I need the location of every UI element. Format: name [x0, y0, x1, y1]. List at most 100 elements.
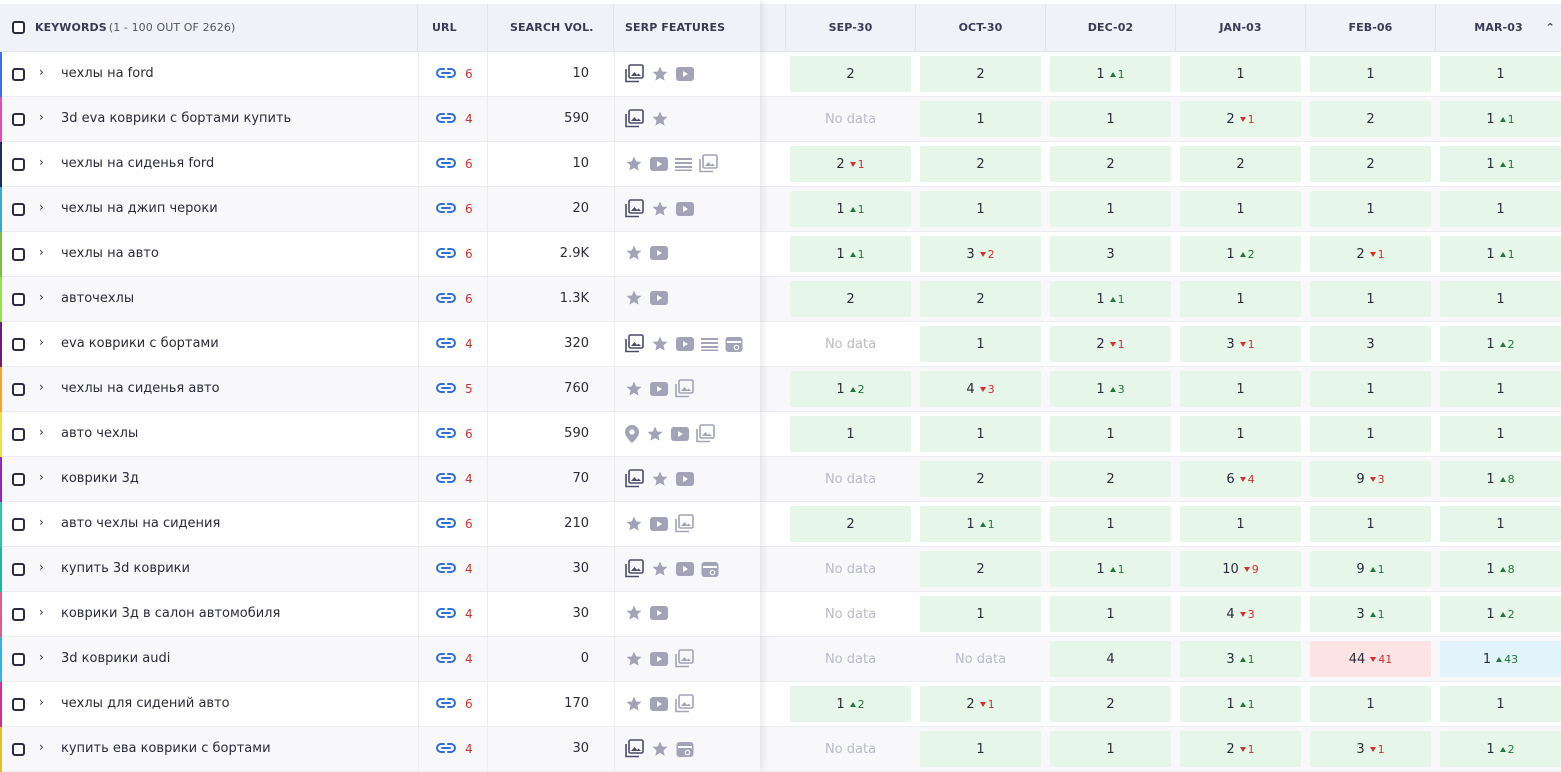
expand-chevron-icon[interactable]: ›: [39, 425, 44, 439]
rank-cell[interactable]: 2: [920, 56, 1041, 92]
rank-cell[interactable]: 1: [790, 416, 911, 452]
url-count[interactable]: 6: [465, 67, 473, 81]
link-icon[interactable]: [436, 696, 456, 710]
video-icon[interactable]: [676, 201, 694, 216]
url-count[interactable]: 6: [465, 517, 473, 531]
link-icon[interactable]: [436, 516, 456, 530]
volume-header[interactable]: SEARCH VOL.: [488, 4, 614, 51]
table-row[interactable]: › авто чехлы на сидения 6 210: [0, 502, 760, 547]
link-icon[interactable]: [436, 201, 456, 215]
rank-cell[interactable]: 1: [1440, 281, 1561, 317]
keyword-text[interactable]: авто чехлы: [61, 426, 139, 441]
rank-cell[interactable]: 1: [1310, 686, 1431, 722]
url-count[interactable]: 4: [465, 112, 473, 126]
url-count[interactable]: 6: [465, 697, 473, 711]
keyword-text[interactable]: авто чехлы на сидения: [61, 516, 221, 531]
video-icon[interactable]: [676, 336, 694, 351]
row-checkbox[interactable]: [12, 68, 25, 81]
rank-cell[interactable]: 1: [1440, 686, 1561, 722]
keyword-text[interactable]: eva коврики с бортами: [61, 336, 219, 351]
link-icon[interactable]: [436, 111, 456, 125]
rank-cell[interactable]: 1: [920, 101, 1041, 137]
rank-cell[interactable]: No data: [790, 641, 911, 677]
expand-chevron-icon[interactable]: ›: [39, 560, 44, 574]
rank-cell[interactable]: 1: [1440, 191, 1561, 227]
table-row[interactable]: › чехлы на сиденья ford 6 10: [0, 142, 760, 187]
rank-cell[interactable]: No data: [790, 596, 911, 632]
expand-chevron-icon[interactable]: ›: [39, 200, 44, 214]
rank-cell[interactable]: 1: [1180, 281, 1301, 317]
rank-cell[interactable]: 1: [1310, 281, 1431, 317]
rank-cell[interactable]: 1: [1050, 596, 1171, 632]
row-checkbox[interactable]: [12, 653, 25, 666]
url-count[interactable]: 4: [465, 652, 473, 666]
rank-cell[interactable]: 1: [1440, 56, 1561, 92]
rank-cell[interactable]: 1: [1310, 416, 1431, 452]
rank-cell[interactable]: 1: [920, 191, 1041, 227]
rank-cell[interactable]: 2: [1050, 461, 1171, 497]
gallery-icon[interactable]: [675, 649, 694, 668]
video-icon[interactable]: [650, 651, 668, 666]
table-row[interactable]: › 3d коврики audi 4 0: [0, 637, 760, 682]
expand-chevron-icon[interactable]: ›: [39, 335, 44, 349]
image-pack-icon[interactable]: [625, 559, 644, 578]
video-icon[interactable]: [650, 696, 668, 711]
keyword-text[interactable]: 3d eva коврики с бортами купить: [61, 111, 292, 126]
star-icon[interactable]: [625, 289, 643, 307]
row-checkbox[interactable]: [12, 698, 25, 711]
keyword-text[interactable]: купить 3d коврики: [61, 561, 190, 576]
expand-chevron-icon[interactable]: ›: [39, 605, 44, 619]
rank-cell[interactable]: 1: [1310, 506, 1431, 542]
rank-cell[interactable]: 1: [1050, 416, 1171, 452]
expand-chevron-icon[interactable]: ›: [39, 245, 44, 259]
rank-cell[interactable]: 1: [1050, 731, 1171, 767]
rank-cell[interactable]: 1: [1050, 506, 1171, 542]
star-icon[interactable]: [625, 695, 643, 713]
rank-cell[interactable]: 1: [1440, 371, 1561, 407]
row-checkbox[interactable]: [12, 608, 25, 621]
url-count[interactable]: 6: [465, 247, 473, 261]
table-row[interactable]: › чехлы на сиденья авто 5 760: [0, 367, 760, 412]
keyword-text[interactable]: чехлы на авто: [61, 246, 159, 261]
link-icon[interactable]: [436, 66, 456, 80]
keyword-text[interactable]: коврики 3д в салон автомобиля: [61, 606, 281, 621]
star-icon[interactable]: [625, 380, 643, 398]
keyword-text[interactable]: чехлы для сидений авто: [61, 696, 230, 711]
location-icon[interactable]: [625, 424, 639, 443]
rank-cell[interactable]: 1: [920, 596, 1041, 632]
rank-cell[interactable]: 2: [920, 461, 1041, 497]
row-checkbox[interactable]: [12, 743, 25, 756]
rank-cell[interactable]: 2: [790, 506, 911, 542]
image-pack-icon[interactable]: [625, 469, 644, 488]
rank-cell[interactable]: 2: [790, 56, 911, 92]
rank-cell[interactable]: 3: [1050, 236, 1171, 272]
url-count[interactable]: 4: [465, 742, 473, 756]
link-icon[interactable]: [436, 156, 456, 170]
table-row[interactable]: › купить ева коврики с бортами 4 30: [0, 727, 760, 772]
table-row[interactable]: › купить 3d коврики 4 30: [0, 547, 760, 592]
link-icon[interactable]: [436, 336, 456, 350]
star-icon[interactable]: [625, 650, 643, 668]
url-count[interactable]: 4: [465, 337, 473, 351]
expand-chevron-icon[interactable]: ›: [39, 65, 44, 79]
table-row[interactable]: › чехлы на авто 6 2.9K: [0, 232, 760, 277]
rank-cell[interactable]: 2: [920, 146, 1041, 182]
star-icon[interactable]: [646, 425, 664, 443]
url-count[interactable]: 4: [465, 607, 473, 621]
list-icon[interactable]: [675, 157, 692, 171]
date-header-mar-03[interactable]: MAR-03 ⌃: [1436, 4, 1561, 51]
table-row[interactable]: › чехлы для сидений авто 6 170: [0, 682, 760, 727]
